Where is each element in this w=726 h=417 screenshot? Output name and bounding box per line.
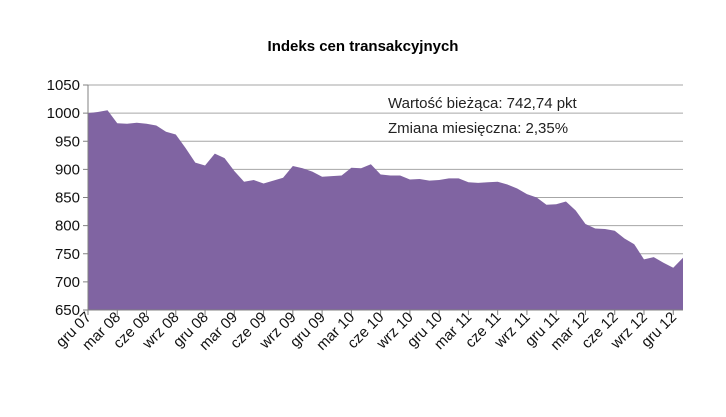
y-tick-label: 700 [55,274,80,291]
annotation-layer: Wartość bieżąca: 742,74 pkt Zmiana miesię… [388,95,578,137]
y-tick-label: 850 [55,190,80,207]
y-tick-label: 900 [55,161,80,178]
area-series [88,110,683,310]
annotation-text: Zmiana miesięczna: 2,35% [388,120,568,137]
y-tick-label: 950 [55,133,80,150]
y-tick-label: 650 [55,302,80,319]
y-tick-label: 1000 [47,105,80,122]
y-tick-label: 800 [55,218,80,235]
y-tick-label: 1050 [47,77,80,94]
y-tick-label: 750 [55,246,80,263]
annotation-text: Wartość bieżąca: 742,74 pkt [388,95,578,112]
chart-title: Indeks cen transakcyjnych [267,38,459,55]
axis-layer [83,84,683,315]
area-layer [88,110,683,310]
